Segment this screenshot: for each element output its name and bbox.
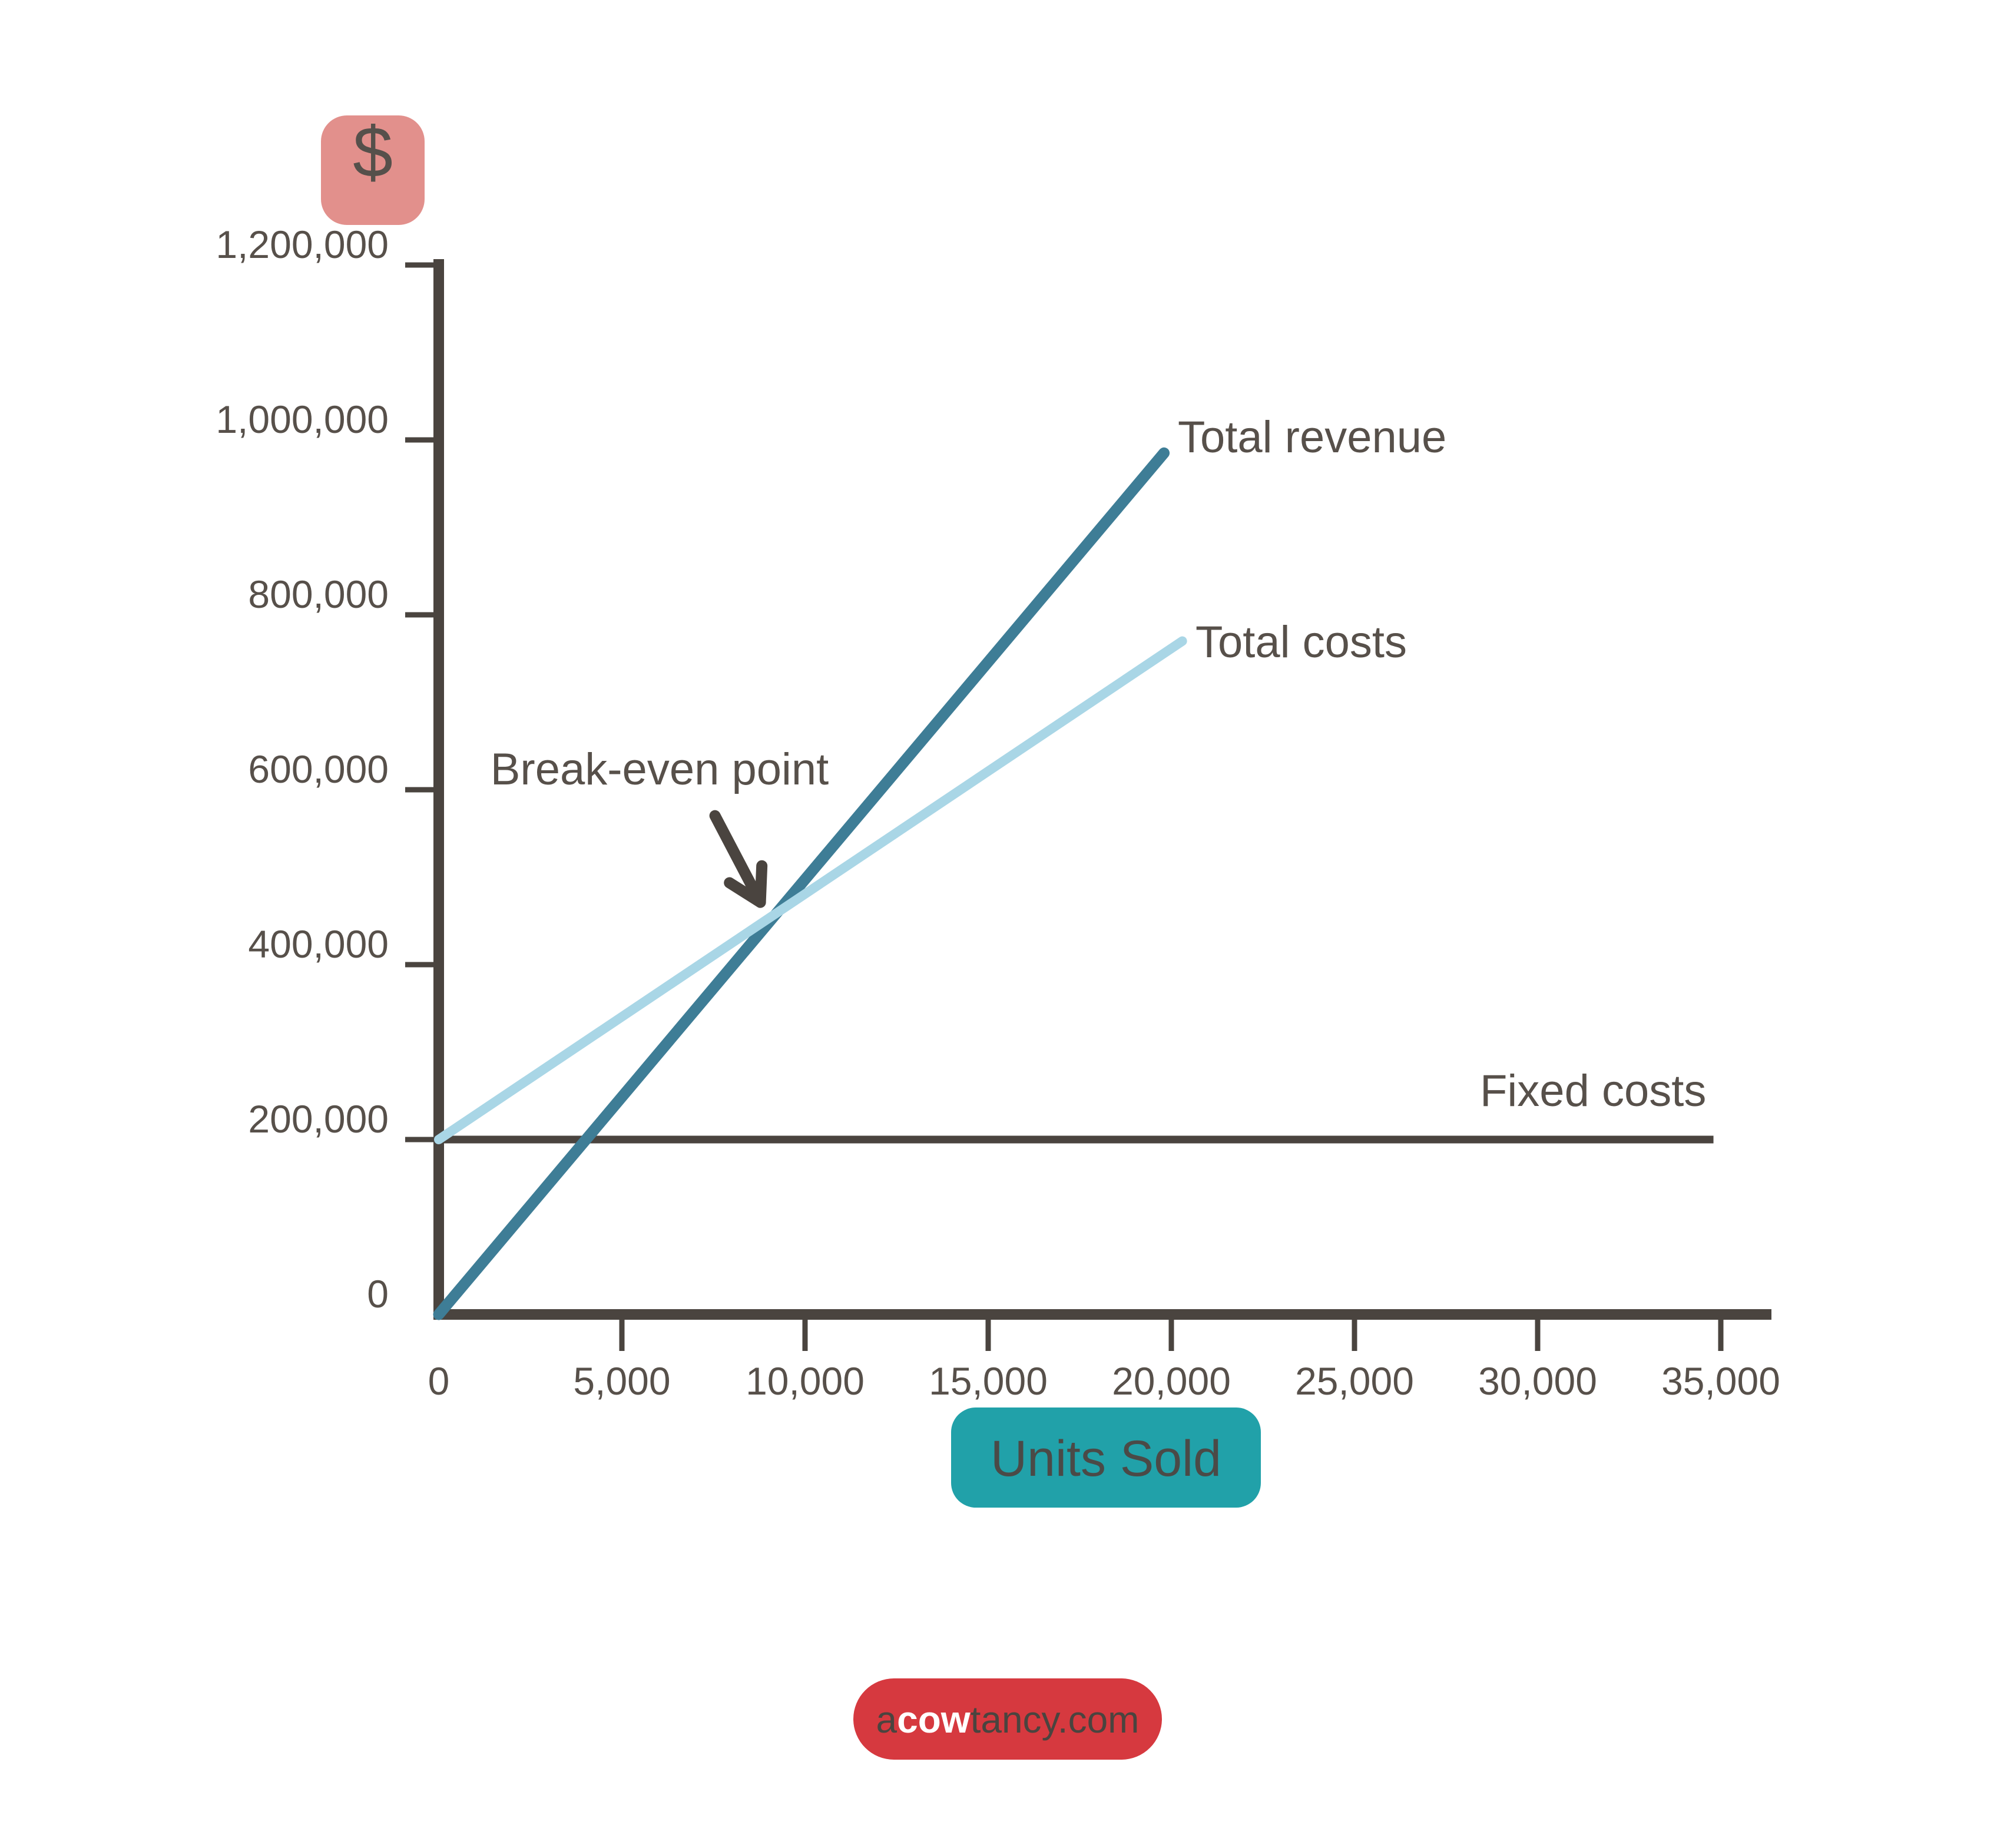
y-axis-line (433, 259, 444, 1320)
x-tick-label: 35,000 (1661, 1359, 1780, 1403)
units-sold-badge-background (951, 1407, 1261, 1508)
y-tick-label: 600,000 (248, 747, 389, 791)
fixed-costs-label: Fixed costs (1480, 1066, 1706, 1116)
x-axis-line (433, 1309, 1771, 1320)
break-even-annotation-label: Break-even point (491, 744, 829, 794)
series-line-total-revenue (433, 447, 1170, 1320)
logo-wordmark: acowtancy.com (876, 1698, 1140, 1741)
y-tick-label: 400,000 (248, 922, 389, 966)
y-tick-label: 800,000 (248, 572, 389, 616)
logo-text-bold: cow (897, 1698, 971, 1741)
x-tick-label: 0 (428, 1359, 450, 1403)
y-tick-label: 0 (367, 1272, 389, 1316)
y-tick-label: 200,000 (248, 1097, 389, 1141)
break-even-arrow-shaft (709, 810, 766, 908)
units-sold-label: Units Sold (991, 1430, 1221, 1487)
x-tick-label: 15,000 (929, 1359, 1048, 1403)
break-even-arrow-head (724, 860, 768, 908)
x-tick-label: 20,000 (1112, 1359, 1231, 1403)
dollar-sign: $ (353, 112, 393, 192)
logo-text-prefix: a (876, 1698, 897, 1741)
total-revenue-label: Total revenue (1178, 412, 1446, 462)
series-line-total-costs (434, 636, 1187, 1144)
logo: acowtancy.com (853, 1678, 1162, 1760)
x-axis-badge: Units Sold (951, 1407, 1261, 1508)
x-tick-label: 10,000 (746, 1359, 865, 1403)
x-tick-label: 30,000 (1478, 1359, 1597, 1403)
x-tick-label: 25,000 (1295, 1359, 1414, 1403)
y-tick-label: 1,000,000 (216, 398, 389, 441)
plot-area: 0 200,000 400,000 600,000 800,000 1,000,000 1,… (216, 223, 1780, 1403)
y-tick-label: 1,200,000 (216, 223, 389, 266)
dollar-badge-background (321, 115, 425, 225)
y-axis-unit-badge: $ (321, 112, 425, 225)
total-costs-label: Total costs (1195, 617, 1407, 667)
x-tick-label: 5,000 (573, 1359, 670, 1403)
logo-text-suffix: tancy.com (971, 1698, 1140, 1741)
logo-background (853, 1678, 1162, 1760)
